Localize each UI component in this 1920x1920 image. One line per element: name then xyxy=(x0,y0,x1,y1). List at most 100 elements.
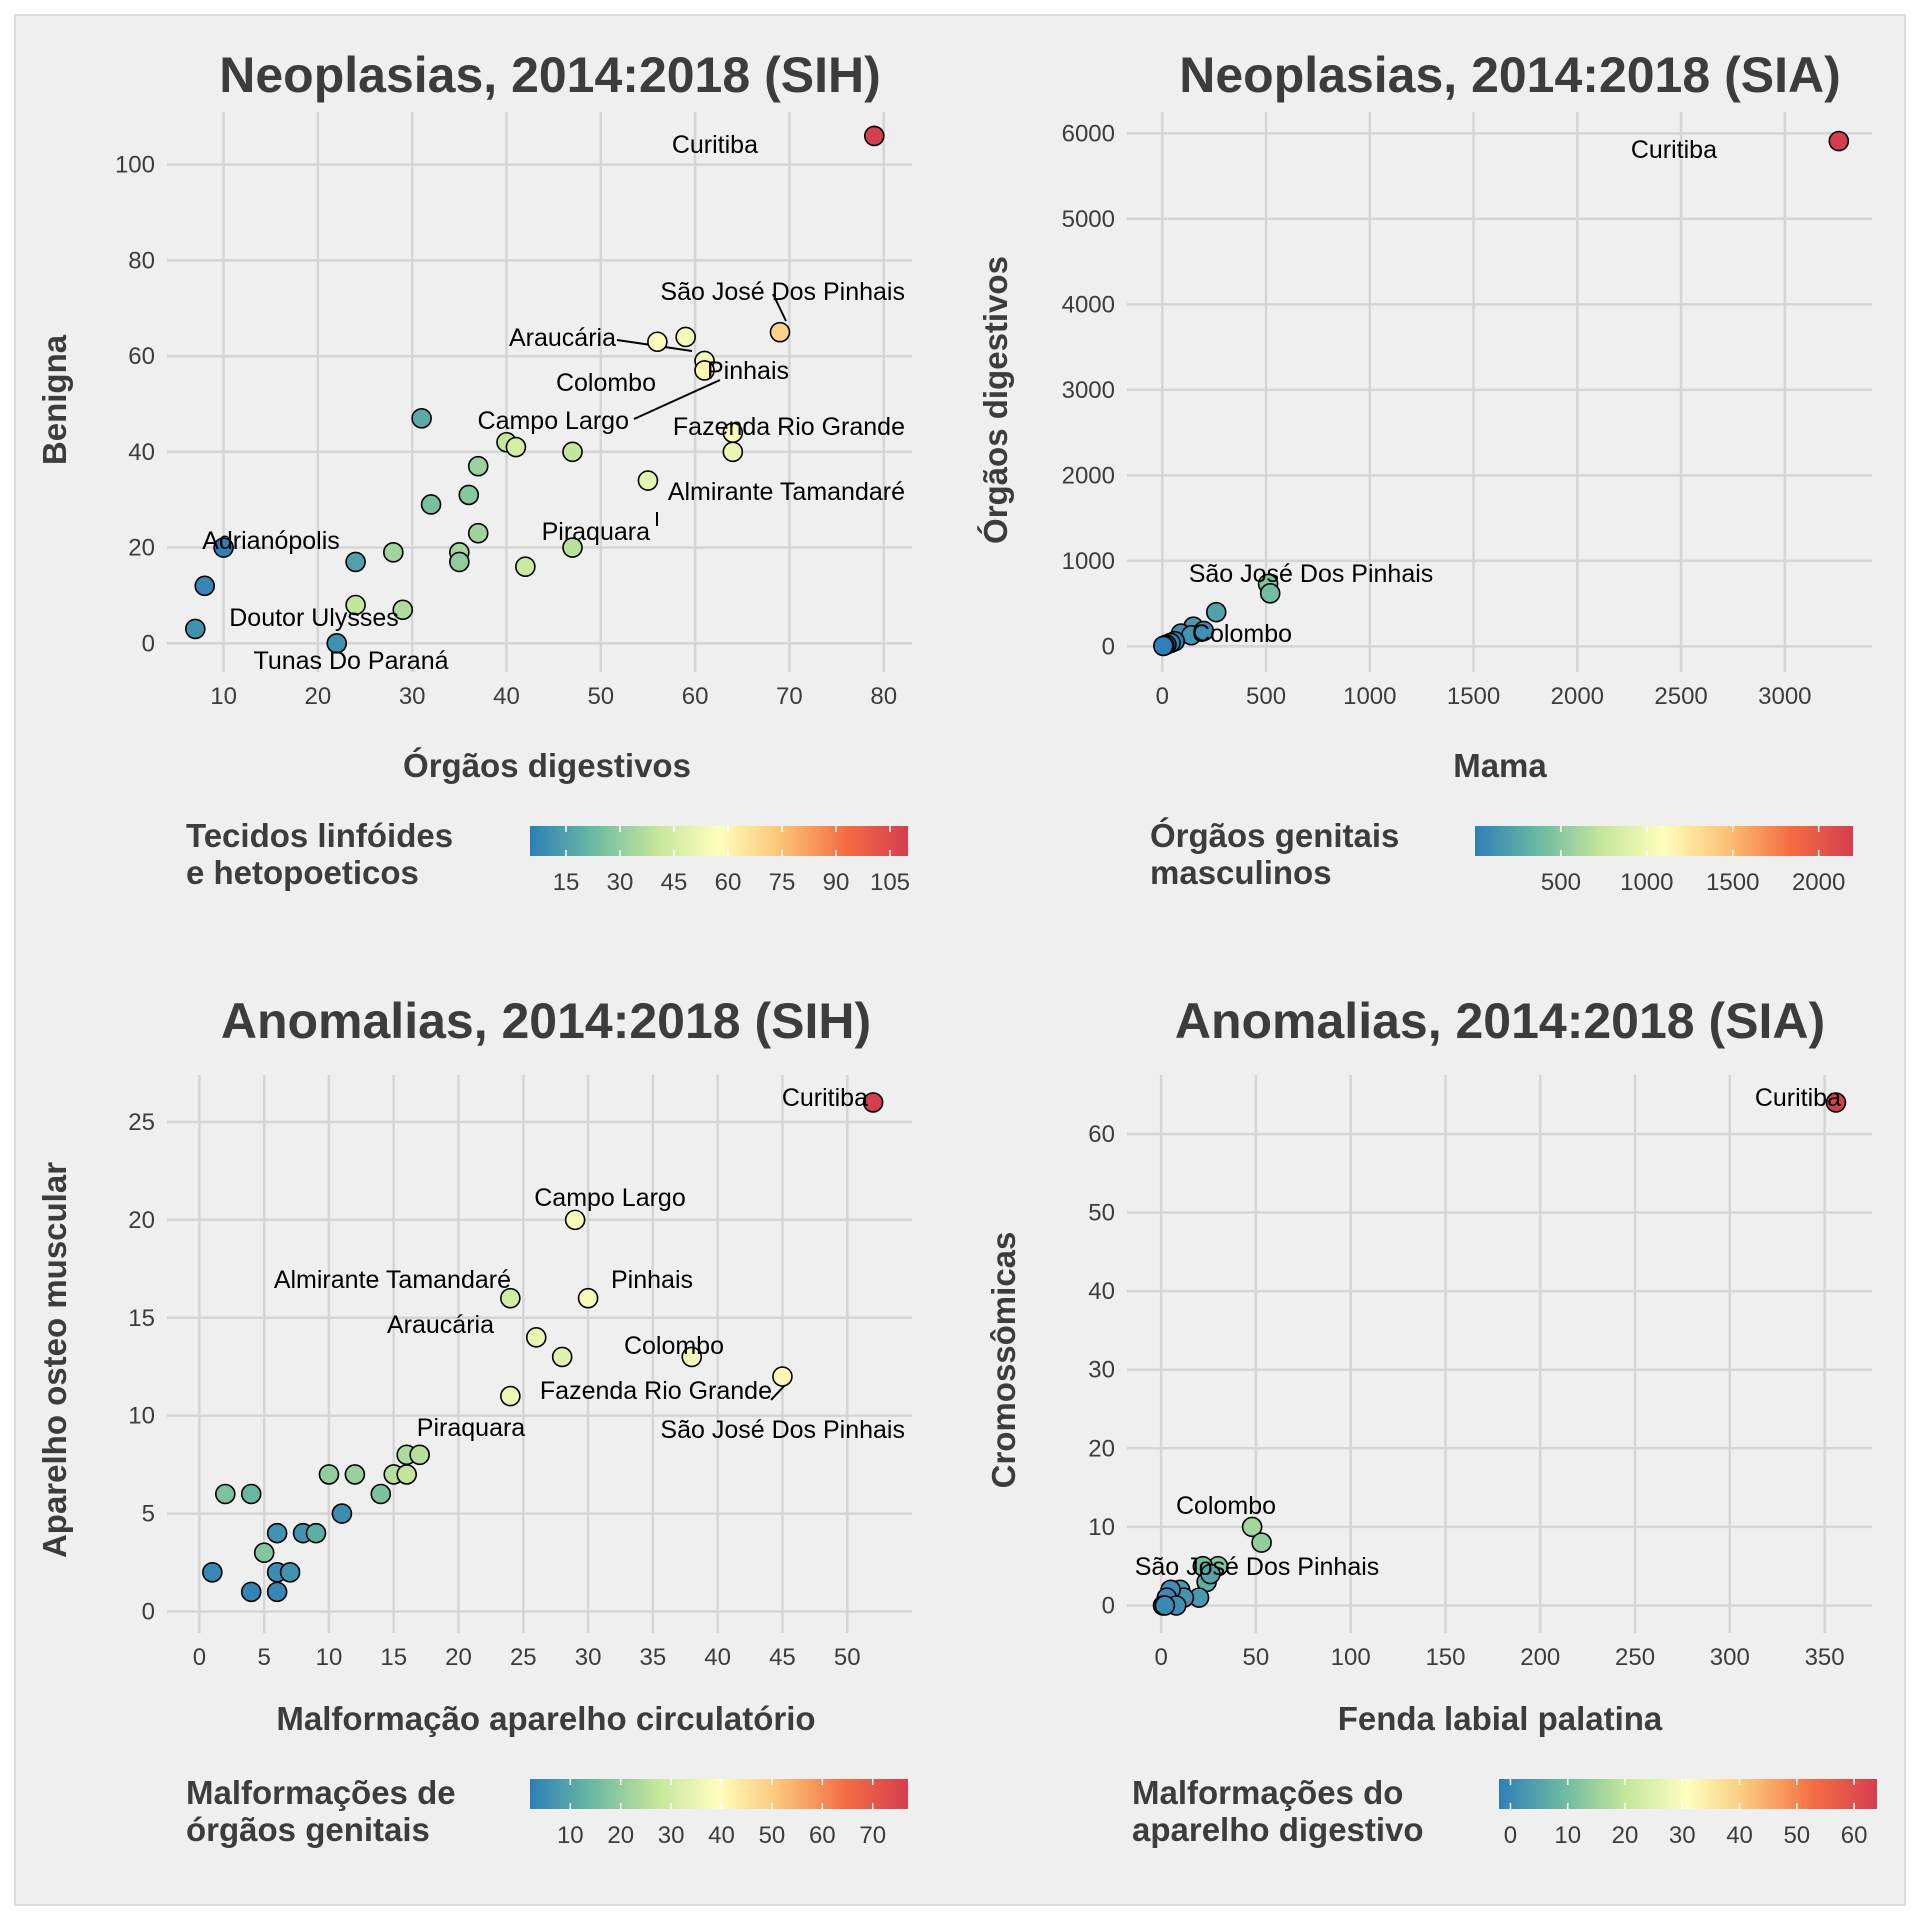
y-axis-title: Órgãos digestivos xyxy=(977,256,1014,544)
data-point xyxy=(266,1522,288,1544)
data-point xyxy=(331,1503,353,1524)
x-tick-label: 3000 xyxy=(1758,683,1811,710)
data-point xyxy=(722,441,744,463)
label-leader-line xyxy=(772,293,787,322)
data-point xyxy=(392,599,414,621)
chart-title: Neoplasias, 2014:2018 (SIH) xyxy=(219,47,880,103)
x-tick-label: 2000 xyxy=(1551,683,1604,710)
x-axis-title: Mama xyxy=(1453,747,1547,784)
chart-title: Anomalias, 2014:2018 (SIA) xyxy=(1175,993,1825,1049)
y-tick-label: 20 xyxy=(128,535,155,562)
data-point xyxy=(675,326,696,348)
data-point xyxy=(769,321,791,343)
data-point xyxy=(420,494,442,515)
y-tick-label: 40 xyxy=(128,439,155,466)
x-tick-label: 70 xyxy=(776,683,803,710)
x-tick-label: 5 xyxy=(257,1644,270,1671)
y-tick-label: 60 xyxy=(1088,1121,1115,1148)
y-tick-label: 5 xyxy=(142,1501,155,1528)
x-tick-label: 1500 xyxy=(1447,683,1500,710)
chart-title: Neoplasias, 2014:2018 (SIA) xyxy=(1179,47,1840,103)
point-label: São José Dos Pinhais xyxy=(1135,1553,1380,1581)
point-label: Colombo xyxy=(624,1332,724,1360)
x-tick-label: 1000 xyxy=(1343,683,1396,710)
x-tick-label: 0 xyxy=(1156,683,1169,710)
data-point xyxy=(240,1581,262,1603)
legend-title-line: masculinos xyxy=(1150,854,1332,891)
chart-panel-0: 10 20 30 40 50 60 70 80 0 20 40 60 80 100 Neoplasias, … xyxy=(36,47,912,896)
data-point xyxy=(1153,635,1174,657)
legend-colorbar xyxy=(1499,1779,1877,1809)
legend-tick-label: 30 xyxy=(658,1822,685,1849)
x-tick-label: 25 xyxy=(510,1644,537,1671)
x-tick-label: 350 xyxy=(1805,1644,1845,1671)
y-axis-title: Benigna xyxy=(36,334,73,465)
legend-tick-label: 20 xyxy=(607,1822,634,1849)
x-tick-label: 80 xyxy=(870,683,897,710)
x-tick-label: 20 xyxy=(305,683,332,710)
x-tick-label: 250 xyxy=(1615,1644,1655,1671)
legend-colorbar xyxy=(530,1779,908,1809)
point-label: Colombo xyxy=(1192,620,1292,648)
x-tick-label: 50 xyxy=(834,1644,861,1671)
legend-tick-label: 75 xyxy=(769,869,796,896)
data-point xyxy=(515,556,536,578)
data-point xyxy=(577,1287,599,1309)
data-point xyxy=(1200,1563,1221,1585)
point-label: Curitiba xyxy=(1631,136,1717,164)
legend-tick-label: 45 xyxy=(661,869,688,896)
data-point xyxy=(1193,620,1215,642)
data-point xyxy=(345,551,366,573)
x-tick-label: 150 xyxy=(1425,1644,1465,1671)
legend-tick-label: 0 xyxy=(1504,1822,1517,1849)
y-tick-label: 20 xyxy=(128,1207,155,1234)
y-tick-label: 100 xyxy=(115,152,155,179)
data-point xyxy=(562,537,583,558)
data-point xyxy=(525,1327,547,1348)
chart-title: Anomalias, 2014:2018 (SIH) xyxy=(221,993,871,1049)
point-label: Campo Largo xyxy=(478,407,629,435)
x-tick-label: 200 xyxy=(1520,1644,1560,1671)
x-tick-label: 10 xyxy=(210,683,237,710)
data-point xyxy=(318,1464,340,1485)
data-point xyxy=(449,551,470,573)
point-label: São José Dos Pinhais xyxy=(660,278,905,306)
x-tick-label: 60 xyxy=(682,683,709,710)
y-tick-label: 0 xyxy=(142,1598,155,1625)
data-point xyxy=(253,1542,275,1564)
point-label: São José Dos Pinhais xyxy=(1189,560,1434,588)
x-tick-label: 15 xyxy=(380,1644,407,1671)
point-label: Curitiba xyxy=(782,1084,868,1112)
data-point xyxy=(409,1444,430,1466)
y-tick-label: 60 xyxy=(128,343,155,370)
legend-tick-label: 15 xyxy=(553,869,580,896)
y-tick-label: 2000 xyxy=(1062,462,1115,489)
point-label: Doutor Ulysses xyxy=(229,604,399,632)
chart-panel-1: 0 500 1000 1500 2000 2500 3000 0 1000 2000 3000 400… xyxy=(977,47,1872,896)
legend-tick-label: 30 xyxy=(607,869,634,896)
legend-title-line: Tecidos linfóides xyxy=(186,817,453,854)
data-point xyxy=(637,470,659,491)
x-tick-label: 0 xyxy=(193,1644,206,1671)
point-label: Piraquara xyxy=(417,1414,525,1442)
legend-tick-label: 105 xyxy=(870,869,910,896)
y-tick-label: 30 xyxy=(1088,1357,1115,1384)
y-tick-label: 0 xyxy=(142,630,155,657)
y-tick-label: 10 xyxy=(1088,1514,1115,1541)
y-tick-label: 10 xyxy=(128,1403,155,1430)
data-point xyxy=(215,1483,236,1505)
x-tick-label: 20 xyxy=(445,1644,472,1671)
data-point xyxy=(240,1483,262,1505)
data-point xyxy=(500,1287,521,1309)
data-point xyxy=(1828,130,1850,152)
data-point xyxy=(279,1562,301,1583)
y-tick-label: 3000 xyxy=(1062,377,1115,404)
legend-tick-label: 30 xyxy=(1669,1822,1696,1849)
x-tick-label: 40 xyxy=(493,683,520,710)
data-point xyxy=(344,1464,366,1485)
data-point xyxy=(213,537,234,558)
data-point xyxy=(305,1522,327,1544)
y-axis-title: Cromossômicas xyxy=(985,1232,1022,1489)
